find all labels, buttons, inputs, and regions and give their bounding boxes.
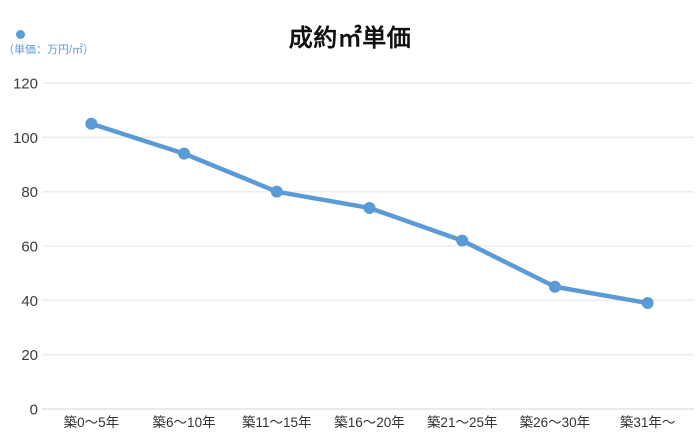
x-axis-label: 築21～25年	[427, 415, 498, 430]
legend: （単価：万円/㎡）	[3, 30, 94, 56]
data-point[interactable]	[178, 147, 191, 160]
y-axis-tick-label: 120	[13, 76, 38, 93]
y-axis-tick-label: 60	[21, 239, 38, 256]
y-axis-tick-label: 100	[13, 130, 38, 147]
y-axis-tick-label: 0	[30, 402, 38, 419]
x-axis-label: 築26～30年	[520, 415, 591, 430]
data-point[interactable]	[363, 201, 376, 214]
data-point[interactable]	[85, 117, 98, 130]
data-point[interactable]	[641, 297, 654, 310]
y-axis-tick-label: 20	[21, 347, 38, 364]
x-axis-label: 築6～10年	[153, 415, 216, 430]
y-axis-tick-label: 40	[21, 293, 38, 310]
x-axis-label: 築16～20年	[334, 415, 405, 430]
x-axis-label: 築31年～	[620, 415, 676, 430]
legend-label: （単価：万円/㎡）	[3, 44, 95, 56]
x-axis-label: 築11～15年	[242, 415, 312, 430]
x-axis-label: 築0～5年	[64, 415, 120, 430]
legend-series-dot-icon	[16, 30, 25, 39]
data-point[interactable]	[270, 185, 283, 198]
chart-title: 成約㎡単価	[288, 25, 412, 52]
data-point[interactable]	[548, 280, 561, 293]
data-point[interactable]	[456, 234, 469, 247]
y-axis-tick-label: 80	[21, 184, 38, 201]
